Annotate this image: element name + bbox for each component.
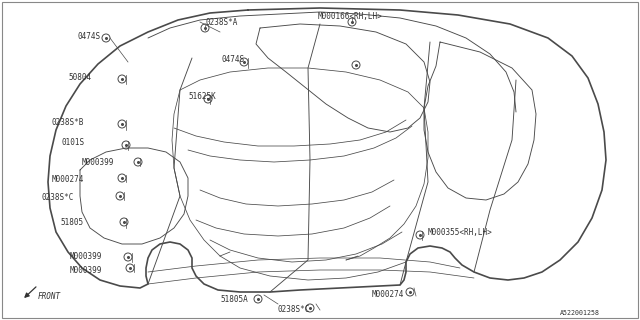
Text: 0238S*B: 0238S*B [52,118,84,127]
Text: 50804: 50804 [68,73,91,82]
Text: M000274: M000274 [372,290,404,299]
Text: M000399: M000399 [70,252,102,261]
Text: M000274: M000274 [52,175,84,184]
Text: 0474S: 0474S [222,55,245,64]
Text: 0238S*A: 0238S*A [205,18,237,27]
Text: FRONT: FRONT [38,292,61,301]
Text: A522001258: A522001258 [560,310,600,316]
Text: 0238S*C: 0238S*C [278,305,310,314]
Text: M000399: M000399 [70,266,102,275]
Text: M000166<RH,LH>: M000166<RH,LH> [318,12,383,21]
Text: M000399: M000399 [82,158,115,167]
Text: 0101S: 0101S [62,138,85,147]
Text: 0238S*C: 0238S*C [42,193,74,202]
Text: 51625K: 51625K [188,92,216,101]
Text: 0474S: 0474S [78,32,101,41]
Text: 51805: 51805 [60,218,83,227]
Text: M000355<RH,LH>: M000355<RH,LH> [428,228,493,237]
Text: 51805A: 51805A [220,295,248,304]
